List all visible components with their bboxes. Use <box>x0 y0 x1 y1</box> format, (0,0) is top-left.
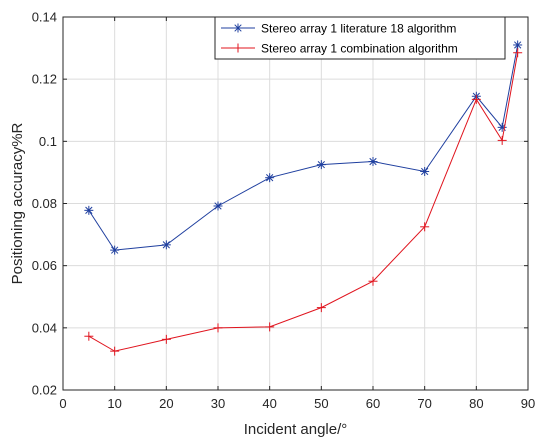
y-tick-labels: 0.02 0.04 0.06 0.08 0.1 0.12 0.14 <box>32 10 57 398</box>
legend-label-combination: Stereo array 1 combination algorithm <box>261 42 458 56</box>
data-point <box>84 331 94 341</box>
x-tick-label: 90 <box>521 396 535 411</box>
legend-marker-shape <box>233 43 243 53</box>
data-point <box>471 94 481 104</box>
legend-label-literature-18: Stereo array 1 literature 18 algorithm <box>261 22 456 36</box>
legend-marker-shape <box>233 23 243 33</box>
y-tick-label: 0.14 <box>32 10 57 25</box>
data-point <box>213 323 223 333</box>
data-point <box>316 303 326 313</box>
y-tick-label: 0.02 <box>32 383 57 398</box>
x-tick-label: 0 <box>59 396 66 411</box>
grid <box>63 17 528 390</box>
series-2 <box>84 48 523 356</box>
data-point <box>497 135 507 145</box>
data-point <box>110 346 120 356</box>
data-point <box>265 173 275 183</box>
x-tick-label: 10 <box>107 396 121 411</box>
x-tick-label: 60 <box>366 396 380 411</box>
legend-entry-literature-18: Stereo array 1 literature 18 algorithm <box>221 22 456 36</box>
data-point <box>316 160 326 170</box>
y-tick-label: 0.08 <box>32 196 57 211</box>
tick-marks <box>62 16 529 391</box>
y-tick-label: 0.1 <box>39 134 57 149</box>
data-point <box>161 240 171 250</box>
legend-box <box>214 16 506 60</box>
x-tick-label: 70 <box>417 396 431 411</box>
data-point <box>110 245 120 255</box>
data-point <box>368 276 378 286</box>
data-point <box>513 48 523 58</box>
data-point <box>213 201 223 211</box>
x-tick-label: 40 <box>262 396 276 411</box>
data-point <box>513 40 523 50</box>
legend-marker-plus <box>233 43 243 53</box>
legend-entry-combination: Stereo array 1 combination algorithm <box>221 42 458 56</box>
y-tick-label: 0.04 <box>32 320 57 335</box>
data-point <box>420 222 430 232</box>
legend: Stereo array 1 literature 18 algorithm S… <box>214 16 506 60</box>
y-tick-label: 0.06 <box>32 258 57 273</box>
y-tick-label: 0.12 <box>32 72 57 87</box>
x-tick-label: 80 <box>469 396 483 411</box>
data-point <box>420 166 430 176</box>
x-tick-labels: 0 10 20 30 40 50 60 70 80 90 <box>59 396 535 411</box>
series-1 <box>84 40 523 255</box>
x-axis-title: Incident angle/° <box>244 421 348 438</box>
y-axis-title: Positioning accuracy%R <box>9 122 26 284</box>
x-tick-label: 30 <box>211 396 225 411</box>
data-point <box>368 157 378 167</box>
series-layer <box>84 40 523 356</box>
data-point <box>265 322 275 332</box>
data-point <box>161 334 171 344</box>
x-tick-label: 50 <box>314 396 328 411</box>
x-tick-label: 20 <box>159 396 173 411</box>
legend-marker-asterisk <box>233 23 243 33</box>
data-point <box>84 205 94 215</box>
